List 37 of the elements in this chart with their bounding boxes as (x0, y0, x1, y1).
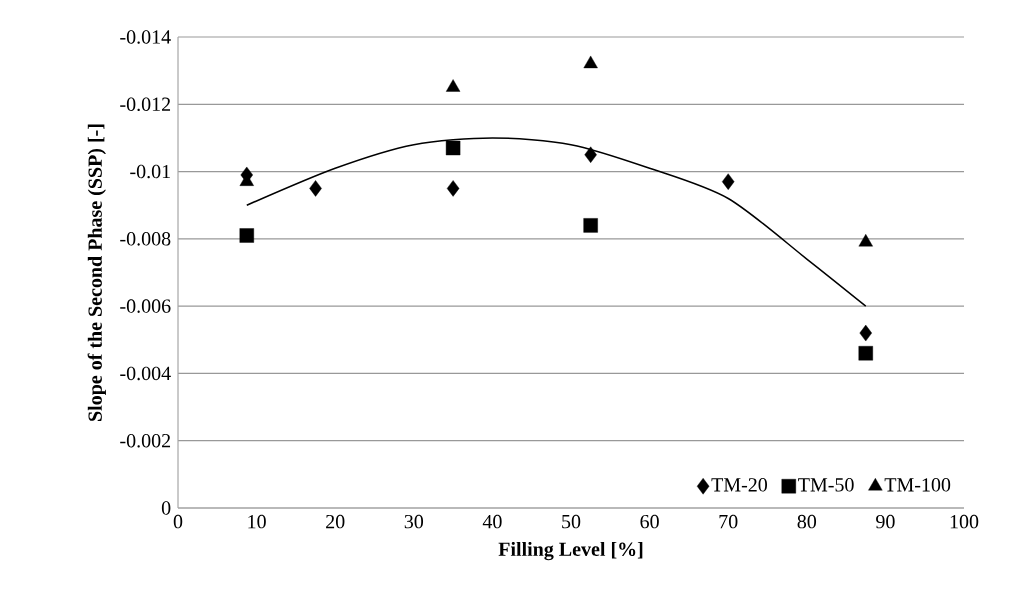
y-tick-label: -0.014 (120, 30, 171, 44)
y-tick-label: 0 (161, 501, 171, 515)
x-tick-label: 60 (640, 514, 659, 529)
y-tick-label: -0.012 (120, 97, 171, 112)
x-tick-label: 20 (326, 514, 345, 529)
y-tick-label: -0.008 (120, 232, 171, 246)
point (583, 218, 598, 233)
x-tick-label: 0 (173, 514, 183, 529)
y-tick-label: -0.006 (120, 299, 171, 313)
y-tick-label: -0.002 (120, 433, 171, 448)
point (722, 173, 735, 190)
x-tick-label: 70 (719, 514, 738, 529)
legend-label: TM-20 (711, 478, 768, 492)
x-tick-label: 100 (950, 514, 979, 529)
y-tick-label: -0.004 (120, 366, 171, 381)
legend-label: TM-100 (884, 478, 951, 492)
point (446, 180, 460, 197)
y-axis-title: Slope of the Second Phase (SSP) [-] (87, 124, 106, 421)
point (584, 146, 597, 163)
x-tick-label: 90 (876, 514, 895, 529)
legend-label: TM-50 (798, 478, 854, 492)
point (445, 79, 461, 92)
line-series (246, 137, 867, 307)
x-tick-label: 40 (482, 514, 502, 529)
x-tick-label: 80 (797, 514, 817, 529)
point (445, 140, 461, 156)
x-axis-title: Filling Level [%] (498, 541, 643, 561)
point (239, 228, 254, 243)
point (309, 180, 322, 197)
point (858, 234, 873, 247)
x-tick-label: 10 (248, 514, 266, 529)
point (858, 346, 873, 361)
x-tick-label: 30 (404, 514, 424, 529)
point (859, 324, 872, 342)
x-tick-label: 50 (562, 514, 581, 529)
point (583, 55, 598, 69)
y-tick-label: -0.01 (130, 164, 170, 179)
